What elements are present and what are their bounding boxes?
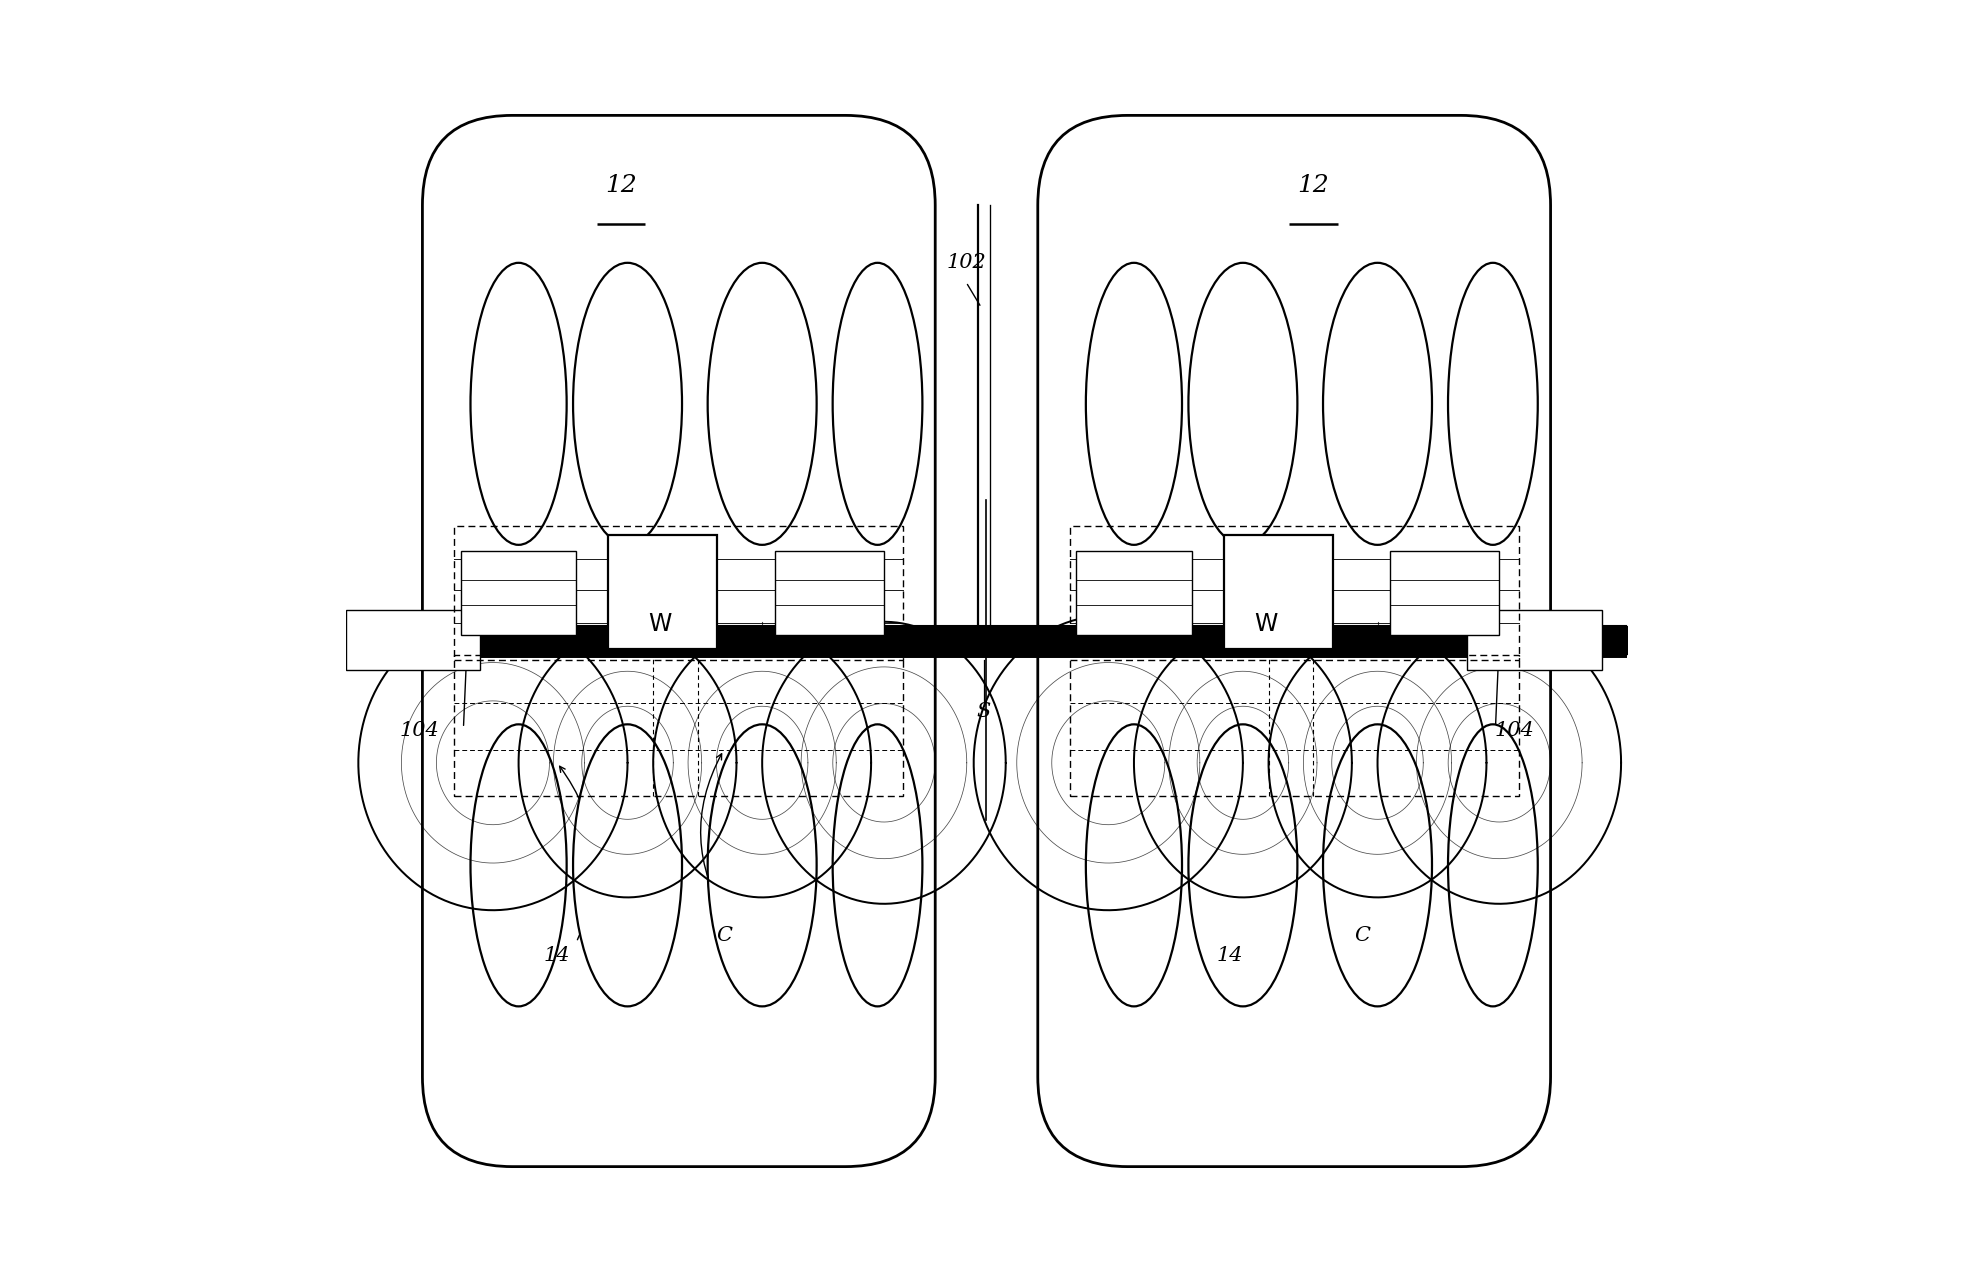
Text: 12: 12 <box>606 174 637 197</box>
Bar <box>1069 526 1519 660</box>
Ellipse shape <box>708 263 817 545</box>
Ellipse shape <box>833 263 923 545</box>
Ellipse shape <box>1188 263 1298 545</box>
Text: S: S <box>977 703 990 720</box>
Bar <box>1075 551 1192 635</box>
Text: 12: 12 <box>1298 174 1330 197</box>
Text: 104: 104 <box>401 722 440 740</box>
Ellipse shape <box>1188 724 1298 1006</box>
Bar <box>454 526 904 660</box>
Ellipse shape <box>470 724 566 1006</box>
Ellipse shape <box>833 724 923 1006</box>
Ellipse shape <box>1085 724 1182 1006</box>
Text: C: C <box>1353 927 1369 945</box>
Ellipse shape <box>708 724 817 1006</box>
Ellipse shape <box>1324 724 1432 1006</box>
Bar <box>608 535 718 650</box>
FancyBboxPatch shape <box>1038 115 1551 1167</box>
Bar <box>1391 551 1499 635</box>
Ellipse shape <box>572 263 683 545</box>
Bar <box>345 610 479 670</box>
Ellipse shape <box>1448 263 1537 545</box>
Text: 14: 14 <box>545 946 570 964</box>
Bar <box>775 551 884 635</box>
Text: W: W <box>647 613 671 636</box>
Text: W: W <box>1255 613 1279 636</box>
Bar <box>1069 655 1519 796</box>
Ellipse shape <box>1085 263 1182 545</box>
Ellipse shape <box>572 724 683 1006</box>
Bar <box>462 551 576 635</box>
Bar <box>1468 610 1602 670</box>
Ellipse shape <box>1448 724 1537 1006</box>
Text: C: C <box>716 927 732 945</box>
Text: 14: 14 <box>1217 946 1243 964</box>
Text: 104: 104 <box>1496 722 1535 740</box>
Ellipse shape <box>1324 263 1432 545</box>
Ellipse shape <box>470 263 566 545</box>
Bar <box>1223 535 1332 650</box>
Bar <box>454 655 904 796</box>
Text: 102: 102 <box>947 254 986 272</box>
FancyBboxPatch shape <box>422 115 935 1167</box>
